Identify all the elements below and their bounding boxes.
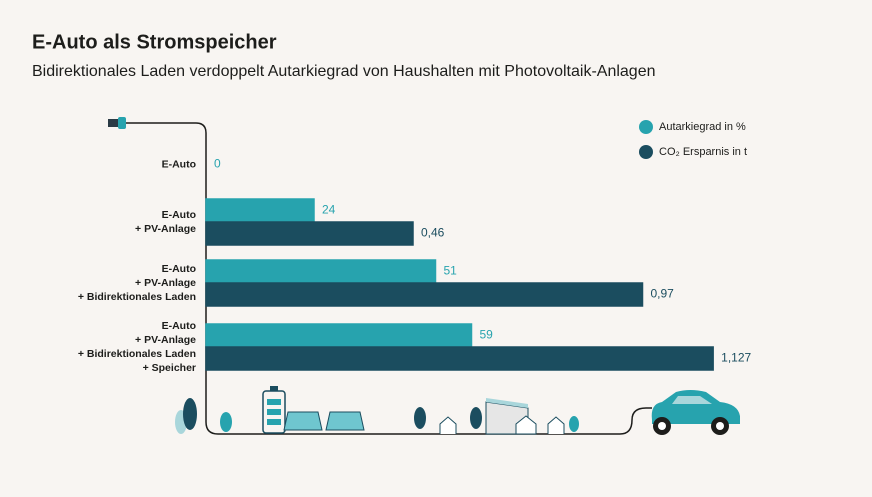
y-tick-label: E-Auto [162,209,196,221]
value-label: 0,97 [651,287,675,301]
decoration [108,117,740,435]
value-label: 0,46 [421,226,445,240]
bar [205,259,437,284]
chart-subtitle: Bidirektionales Laden verdoppelt Autarki… [32,63,656,80]
value-label: 24 [322,203,336,217]
y-tick-label: + PV-Anlage [135,334,196,346]
bar [205,323,473,348]
y-tick-label: E-Auto [162,158,196,170]
legend-label: Autarkiegrad in % [659,121,746,133]
legend-marker [639,145,653,159]
y-tick-label: + Bidirektionales Laden [78,291,196,303]
y-tick-label: + PV-Anlage [135,223,196,235]
value-label: 51 [444,264,458,278]
value-label: 0 [214,157,221,171]
y-tick-label: + PV-Anlage [135,277,196,289]
value-label: 1,127 [721,351,751,365]
legend-marker [639,120,653,134]
bar [205,198,315,223]
legend-label: CO₂ Ersparnis in t [659,146,747,158]
y-tick-label: + Bidirektionales Laden [78,348,196,360]
chart-title: E-Auto als Stromspeicher [32,31,277,53]
value-label: 59 [480,328,494,342]
bar [205,346,714,371]
y-tick-label: + Speicher [143,362,196,374]
y-tick-label: E-Auto [162,263,196,275]
bar [205,282,644,307]
bar [205,221,414,246]
y-tick-label: E-Auto [162,320,196,332]
